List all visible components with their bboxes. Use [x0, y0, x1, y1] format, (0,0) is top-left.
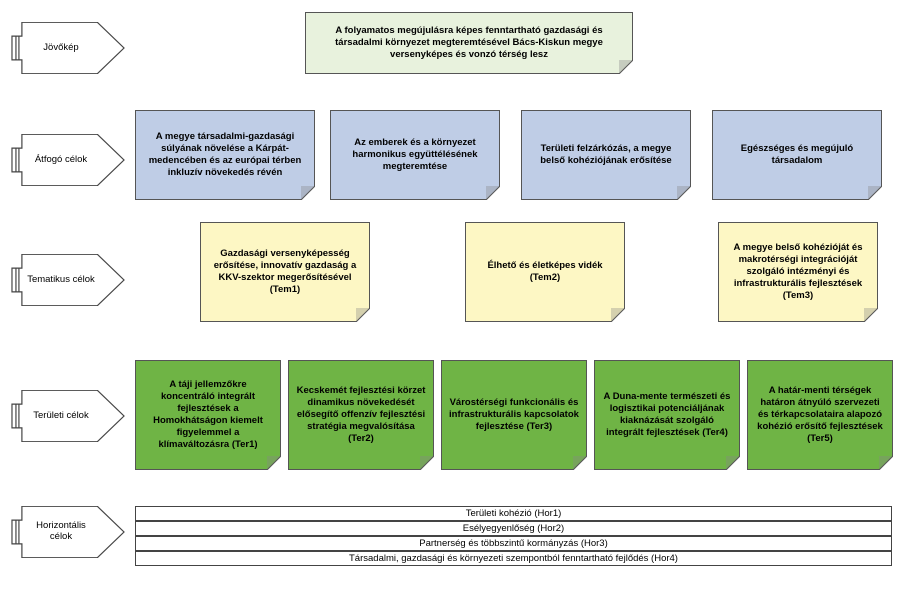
row-arrow-label-overall: Átfogó célok: [24, 134, 98, 186]
vision-note-0: A folyamatos megújulásra képes fenntarth…: [305, 12, 633, 74]
row-arrow-thematic: Tematikus célok: [10, 254, 125, 306]
overall-note-text-2: Területi felzárkózás, a megye belső kohé…: [528, 143, 684, 167]
thematic-note-text-2: A megye belső kohézióját és makrotérségi…: [725, 242, 871, 301]
note-fold-icon: [726, 456, 740, 470]
note-fold-icon: [267, 456, 281, 470]
horizontal-row-1: Esélyegyenlőség (Hor2): [135, 521, 892, 536]
thematic-note-0: Gazdasági versenyképesség erősítése, inn…: [200, 222, 370, 322]
row-arrow-horizontal: Horizontális célok: [10, 506, 125, 558]
territorial-note-0: A táji jellemzőkre koncentráló integrált…: [135, 360, 281, 470]
note-fold-icon: [677, 186, 691, 200]
territorial-note-text-4: A határ-menti térségek határon átnyúló s…: [754, 385, 886, 444]
note-fold-icon: [356, 308, 370, 322]
territorial-note-text-1: Kecskemét fejlesztési körzet dinamikus n…: [295, 385, 427, 444]
note-fold-icon: [611, 308, 625, 322]
row-arrow-territorial: Területi célok: [10, 390, 125, 442]
horizontal-row-text-3: Társadalmi, gazdasági és környezeti szem…: [349, 553, 678, 564]
row-arrow-label-thematic: Tematikus célok: [24, 254, 98, 306]
row-arrow-vision: Jövőkép: [10, 22, 125, 74]
horizontal-row-text-1: Esélyegyenlőség (Hor2): [463, 523, 564, 534]
row-arrow-label-vision: Jövőkép: [24, 22, 98, 74]
overall-note-text-0: A megye társadalmi-gazdasági súlyának nö…: [142, 131, 308, 179]
row-arrow-label-horizontal: Horizontális célok: [24, 506, 98, 558]
row-arrow-overall: Átfogó célok: [10, 134, 125, 186]
overall-note-text-3: Egészséges és megújuló társadalom: [719, 143, 875, 167]
overall-note-3: Egészséges és megújuló társadalom: [712, 110, 882, 200]
horizontal-row-0: Területi kohézió (Hor1): [135, 506, 892, 521]
note-fold-icon: [301, 186, 315, 200]
horizontal-row-2: Partnerség és többszintű kormányzás (Hor…: [135, 536, 892, 551]
thematic-note-text-0: Gazdasági versenyképesség erősítése, inn…: [207, 248, 363, 296]
territorial-note-2: Várostérségi funkcionális és infrastrukt…: [441, 360, 587, 470]
horizontal-row-text-2: Partnerség és többszintű kormányzás (Hor…: [419, 538, 608, 549]
territorial-note-1: Kecskemét fejlesztési körzet dinamikus n…: [288, 360, 434, 470]
thematic-note-2: A megye belső kohézióját és makrotérségi…: [718, 222, 878, 322]
territorial-note-text-0: A táji jellemzőkre koncentráló integrált…: [142, 379, 274, 450]
territorial-note-4: A határ-menti térségek határon átnyúló s…: [747, 360, 893, 470]
territorial-note-text-2: Várostérségi funkcionális és infrastrukt…: [448, 397, 580, 433]
overall-note-2: Területi felzárkózás, a megye belső kohé…: [521, 110, 691, 200]
overall-note-1: Az emberek és a környezet harmonikus egy…: [330, 110, 500, 200]
territorial-note-text-3: A Duna-mente természeti és logisztikai p…: [601, 391, 733, 439]
note-fold-icon: [868, 186, 882, 200]
note-fold-icon: [420, 456, 434, 470]
note-fold-icon: [486, 186, 500, 200]
overall-note-text-1: Az emberek és a környezet harmonikus egy…: [337, 137, 493, 173]
overall-note-0: A megye társadalmi-gazdasági súlyának nö…: [135, 110, 315, 200]
vision-note-text-0: A folyamatos megújulásra képes fenntarth…: [312, 25, 626, 61]
note-fold-icon: [573, 456, 587, 470]
thematic-note-text-1: Élhető és életképes vidék (Tem2): [472, 260, 618, 284]
note-fold-icon: [619, 60, 633, 74]
note-fold-icon: [864, 308, 878, 322]
thematic-note-1: Élhető és életképes vidék (Tem2): [465, 222, 625, 322]
horizontal-row-text-0: Területi kohézió (Hor1): [466, 508, 562, 519]
territorial-note-3: A Duna-mente természeti és logisztikai p…: [594, 360, 740, 470]
note-fold-icon: [879, 456, 893, 470]
row-arrow-label-territorial: Területi célok: [24, 390, 98, 442]
horizontal-row-3: Társadalmi, gazdasági és környezeti szem…: [135, 551, 892, 566]
